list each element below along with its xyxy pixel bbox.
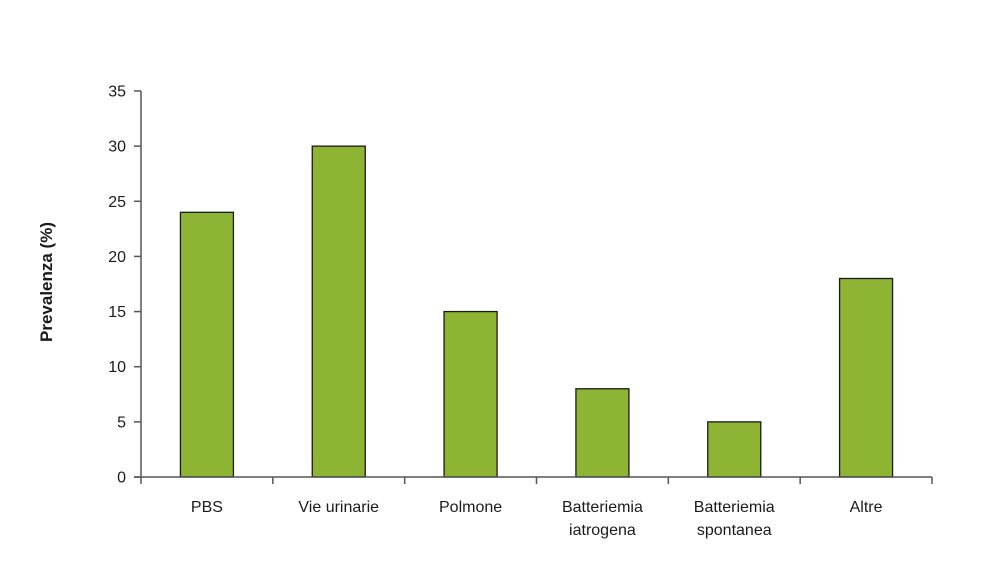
bar-vie-urinarie xyxy=(311,145,366,478)
y-ticks-group: 0 5 10 15 20 25 30 35 xyxy=(108,84,141,487)
y-tick-label: 5 xyxy=(117,414,126,431)
y-tick-label: 15 xyxy=(108,304,126,321)
bar-polmone xyxy=(443,310,498,478)
y-tick-label: 20 xyxy=(108,249,126,266)
y-axis-label: Prevalenza (%) xyxy=(37,222,56,342)
x-tick-label: Polmone xyxy=(439,499,502,516)
x-tick-label: Altre xyxy=(850,499,883,516)
axes-group xyxy=(134,91,933,484)
bar-pbs xyxy=(179,211,235,478)
bars-group xyxy=(179,145,894,478)
bar-altre xyxy=(838,277,894,478)
bar-batteriemia-iatrogena xyxy=(575,388,630,478)
y-tick-label: 25 xyxy=(108,194,126,211)
bar-batteriemia-spontanea xyxy=(707,421,762,478)
x-tick-label: PBS xyxy=(191,499,223,516)
x-tick-label: Batteriemia spontanea xyxy=(694,499,775,539)
y-tick-label: 30 xyxy=(108,139,126,156)
y-axis-label-group: Prevalenza (%) xyxy=(37,222,56,342)
y-tick-label: 35 xyxy=(108,84,126,101)
y-tick-label: 10 xyxy=(108,359,126,376)
x-tick-label: Vie urinarie xyxy=(298,499,379,516)
x-tick-labels-group: PBS Vie urinarie Polmone Batteriemia iatroge… xyxy=(191,499,883,539)
x-tick-label: Batteriemia iatrogena xyxy=(562,499,643,539)
y-tick-label: 0 xyxy=(117,470,126,487)
